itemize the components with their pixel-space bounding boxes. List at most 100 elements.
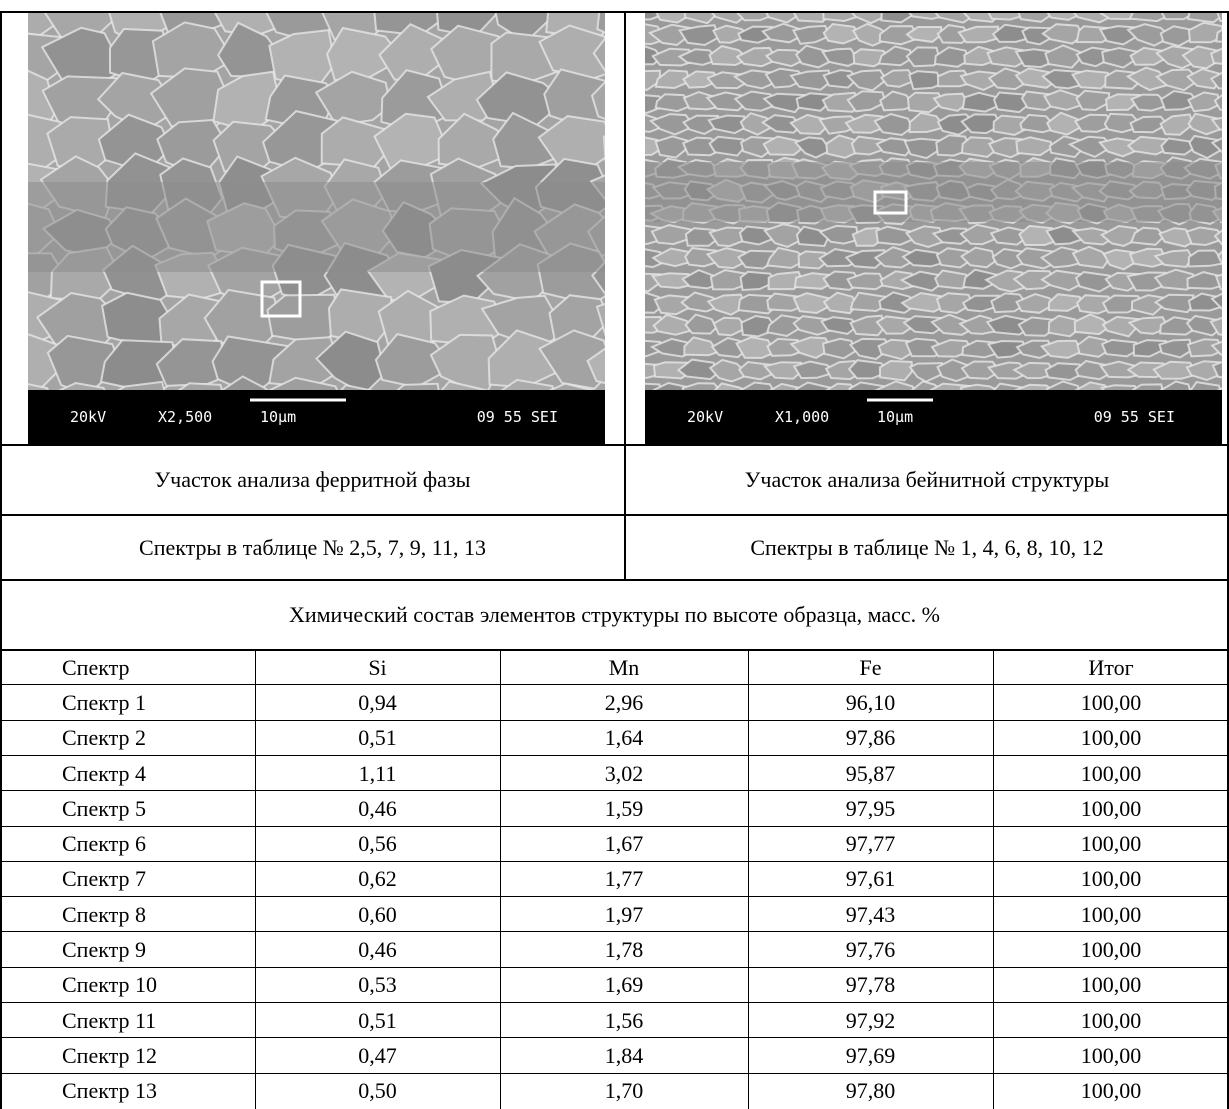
row-label: Спектр 12 <box>0 1038 255 1073</box>
table-cell: 100,00 <box>993 968 1229 1003</box>
border <box>0 649 1229 651</box>
caption: Участок анализа бейнитной структуры <box>625 445 1229 515</box>
table-cell: 1,67 <box>500 827 748 862</box>
row-divider <box>0 755 1229 756</box>
table-cell: 100,00 <box>993 791 1229 826</box>
table-cell: 97,95 <box>748 791 993 826</box>
row-label: Спектр 2 <box>0 721 255 756</box>
row-label: Спектр 10 <box>0 968 255 1003</box>
table-cell: 1,69 <box>500 968 748 1003</box>
border <box>624 11 626 580</box>
row-divider <box>0 896 1229 897</box>
table-cell: 0,46 <box>255 791 500 826</box>
table-cell: 97,69 <box>748 1038 993 1073</box>
table-cell: 97,78 <box>748 968 993 1003</box>
table-cell: Mn <box>500 650 748 685</box>
table-cell: 0,51 <box>255 1003 500 1038</box>
grain <box>710 137 745 156</box>
table-cell: 1,56 <box>500 1003 748 1038</box>
instrument-code: 09 55 SEI <box>477 408 558 426</box>
instrument-code: 09 55 SEI <box>1094 408 1175 426</box>
row-divider <box>0 1037 1229 1038</box>
table-cell: Итог <box>993 650 1229 685</box>
grain <box>994 93 1027 113</box>
table-cell: 1,11 <box>255 756 500 791</box>
row-label: Спектр 9 <box>0 932 255 967</box>
table-cell: 1,97 <box>500 897 748 932</box>
table-cell: 97,43 <box>748 897 993 932</box>
scale-text: 10µm <box>260 408 296 426</box>
grain <box>880 361 912 381</box>
row-label: Спектр <box>0 650 255 685</box>
grain <box>1160 12 1191 19</box>
document: 20kVX2,50010µm09 55 SEI20kVX1,00010µm09 … <box>0 0 1229 1109</box>
row-divider <box>0 720 1229 721</box>
table-cell: 0,56 <box>255 827 500 862</box>
table-cell: 100,00 <box>993 1003 1229 1038</box>
table-cell: 100,00 <box>993 932 1229 967</box>
table-cell: 97,61 <box>748 862 993 897</box>
table-cell: 100,00 <box>993 897 1229 932</box>
table-cell: 3,02 <box>500 756 748 791</box>
table-cell: 100,00 <box>993 862 1229 897</box>
table-cell: 100,00 <box>993 721 1229 756</box>
table-cell: 0,51 <box>255 721 500 756</box>
table-cell: 1,77 <box>500 862 748 897</box>
table-cell: Fe <box>748 650 993 685</box>
column-divider <box>993 649 994 1109</box>
table-cell: 1,70 <box>500 1074 748 1109</box>
border <box>0 579 1229 581</box>
table-cell: 1,84 <box>500 1038 748 1073</box>
table-cell: 100,00 <box>993 756 1229 791</box>
magnification: X2,500 <box>158 408 212 426</box>
border <box>0 11 2 1109</box>
micrograph: 20kVX1,00010µm09 55 SEI <box>645 12 1222 445</box>
table-cell: 97,76 <box>748 932 993 967</box>
row-label: Спектр 7 <box>0 862 255 897</box>
row-divider <box>0 684 1229 685</box>
border <box>0 11 1229 13</box>
table-cell: 95,87 <box>748 756 993 791</box>
row-divider <box>0 1002 1229 1003</box>
row-label: Спектр 8 <box>0 897 255 932</box>
border <box>0 444 1229 446</box>
table-cell: 0,62 <box>255 862 500 897</box>
table-cell: 1,64 <box>500 721 748 756</box>
table-cell: 0,47 <box>255 1038 500 1073</box>
grain <box>794 293 829 313</box>
table-cell: 97,80 <box>748 1074 993 1109</box>
inclusion-band <box>645 162 1222 222</box>
table-cell: 100,00 <box>993 827 1229 862</box>
row-divider <box>0 931 1229 932</box>
column-divider <box>500 649 501 1109</box>
row-label: Спектр 5 <box>0 791 255 826</box>
spectra-note: Спектры в таблице № 1, 4, 6, 8, 10, 12 <box>625 515 1229 580</box>
row-label: Спектр 1 <box>0 685 255 720</box>
column-divider <box>748 649 749 1109</box>
row-label: Спектр 13 <box>0 1074 255 1109</box>
table-cell: 2,96 <box>500 685 748 720</box>
table-title: Химический состав элементов структуры по… <box>0 580 1229 650</box>
table-cell: 97,92 <box>748 1003 993 1038</box>
scale-text: 10µm <box>877 408 913 426</box>
voltage: 20kV <box>687 408 723 426</box>
page: 20kVX2,50010µm09 55 SEI20kVX1,00010µm09 … <box>0 0 1229 1109</box>
table-cell: 1,59 <box>500 791 748 826</box>
border <box>0 514 1229 516</box>
row-divider <box>0 790 1229 791</box>
table-cell: 100,00 <box>993 1074 1229 1109</box>
inclusion-band <box>28 182 605 272</box>
table-cell: 0,94 <box>255 685 500 720</box>
table-cell: 96,10 <box>748 685 993 720</box>
row-label: Спектр 11 <box>0 1003 255 1038</box>
table-cell: 0,60 <box>255 897 500 932</box>
row-divider <box>0 1073 1229 1074</box>
table-cell: Si <box>255 650 500 685</box>
row-divider <box>0 967 1229 968</box>
spectra-note: Спектры в таблице № 2,5, 7, 9, 11, 13 <box>0 515 625 580</box>
table-cell: 97,86 <box>748 721 993 756</box>
row-label: Спектр 6 <box>0 827 255 862</box>
caption: Участок анализа ферритной фазы <box>0 445 625 515</box>
table-cell: 100,00 <box>993 685 1229 720</box>
column-divider <box>255 649 256 1109</box>
